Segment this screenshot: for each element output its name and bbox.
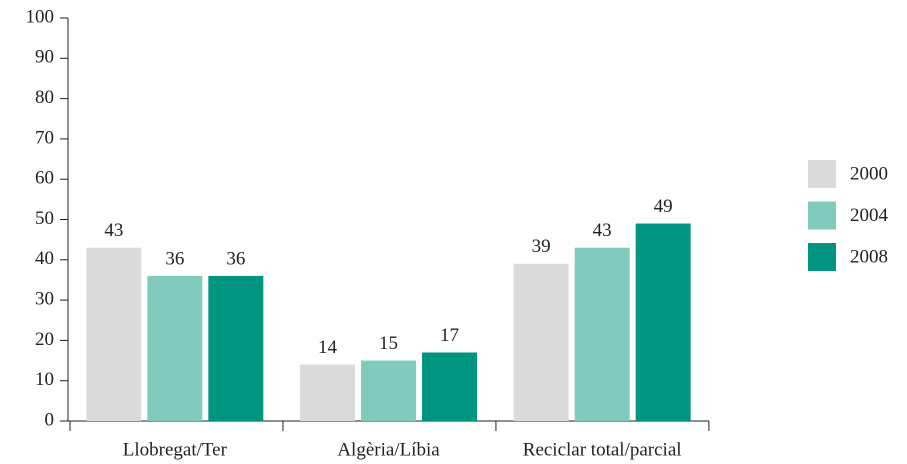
x-tick-label: Llobregat/Ter: [123, 439, 228, 460]
value-label: 39: [532, 236, 551, 257]
legend-label: 2008: [850, 246, 888, 267]
y-tick-label: 30: [35, 288, 54, 309]
y-tick-label: 60: [35, 168, 54, 189]
y-tick-label: 40: [35, 248, 54, 269]
bar: [513, 263, 569, 421]
bar: [147, 275, 203, 421]
value-label: 15: [379, 333, 398, 354]
bar: [300, 364, 355, 421]
bar: [574, 247, 630, 421]
bar: [86, 247, 142, 421]
bar: [422, 352, 477, 421]
value-label: 17: [440, 325, 459, 346]
y-tick-label: 80: [35, 87, 54, 108]
value-label: 43: [104, 220, 123, 241]
bar: [361, 360, 416, 421]
y-tick-label: 50: [35, 208, 54, 229]
y-tick-label: 100: [26, 6, 55, 27]
value-label: 14: [318, 337, 338, 358]
value-label: 43: [593, 220, 612, 241]
legend-label: 2004: [850, 205, 889, 226]
value-label: 36: [165, 248, 184, 269]
legend-swatch: [808, 160, 836, 188]
bar: [208, 275, 264, 421]
legend-swatch: [808, 201, 836, 230]
x-tick-label: Algèria/Líbia: [337, 439, 440, 460]
value-label: 49: [654, 196, 673, 217]
y-tick-label: 90: [35, 47, 54, 68]
legend-swatch: [808, 243, 836, 271]
y-tick-label: 0: [45, 409, 55, 430]
legend-label: 2000: [850, 163, 888, 184]
y-tick-label: 10: [35, 369, 54, 390]
x-tick-label: Reciclar total/parcial: [523, 439, 682, 460]
y-tick-label: 20: [35, 329, 54, 350]
y-tick-label: 70: [35, 127, 54, 148]
bar: [635, 223, 691, 421]
value-label: 36: [226, 248, 245, 269]
